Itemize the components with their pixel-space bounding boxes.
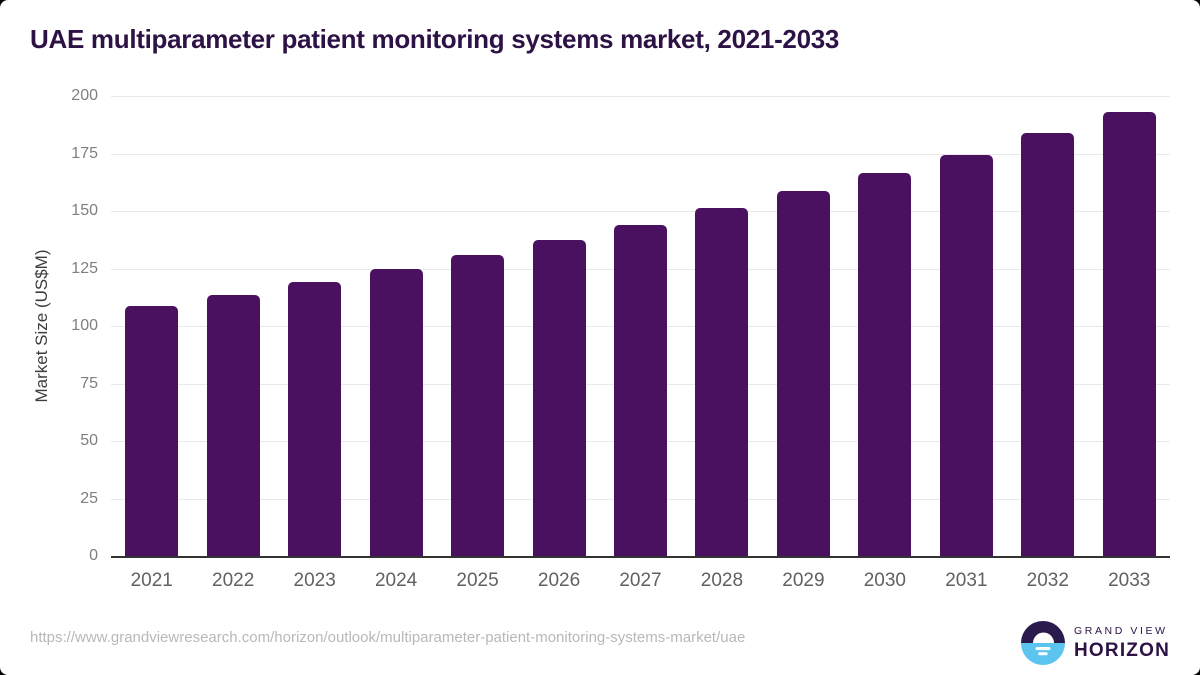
logo-horizon-text: HORIZON [1074,639,1171,661]
bar-2028 [695,208,749,556]
source-url: https://www.grandviewresearch.com/horizo… [30,629,746,646]
plot-area [111,96,1170,558]
x-tick-2032: 2032 [1026,570,1069,591]
grand-view-horizon-logo: GRAND VIEW HORIZON [1021,621,1170,665]
bar-2026 [532,240,586,556]
logo-text: GRAND VIEW HORIZON [1074,625,1170,662]
x-tick-2026: 2026 [537,570,581,591]
horizon-sunrise-icon [1021,621,1065,665]
bar-2025 [451,254,505,556]
gridline-150 [111,211,1170,212]
bar-2024 [369,268,423,556]
bar-2023 [288,281,342,556]
bar-2027 [614,225,667,556]
x-tick-2033: 2033 [1108,570,1151,591]
bar-2031 [939,154,993,556]
x-tick-2021: 2021 [130,570,173,591]
y-tick-125: 125 [71,259,98,277]
y-tick-75: 75 [80,374,98,392]
bar-2032 [1021,132,1075,556]
y-tick-200: 200 [71,87,98,104]
y-tick-50: 50 [80,432,98,449]
logo-grand-view-text: GRAND VIEW [1074,624,1168,637]
gridline-175 [111,153,1170,155]
x-tick-2023: 2023 [293,570,336,591]
x-tick-2029: 2029 [782,570,825,591]
y-tick-150: 150 [71,202,98,219]
bar-2022 [206,294,260,556]
bar-2033 [1102,112,1156,556]
y-tick-0: 0 [89,547,98,564]
bar-2030 [858,173,912,556]
bar-2021 [125,306,179,556]
x-tick-2025: 2025 [456,570,499,591]
bar-2029 [776,191,830,556]
x-tick-2024: 2024 [374,570,418,591]
y-tick-25: 25 [80,489,98,507]
y-tick-100: 100 [71,317,98,334]
x-tick-2031: 2031 [945,570,988,591]
x-tick-2028: 2028 [700,570,744,591]
y-tick-175: 175 [71,144,98,162]
chart-title: UAE multiparameter patient monitoring sy… [30,24,840,54]
x-axis-line [111,556,1170,558]
x-tick-2022: 2022 [212,570,255,591]
gridline-200 [111,96,1170,97]
x-tick-2030: 2030 [863,570,906,591]
x-tick-2027: 2027 [619,570,662,591]
